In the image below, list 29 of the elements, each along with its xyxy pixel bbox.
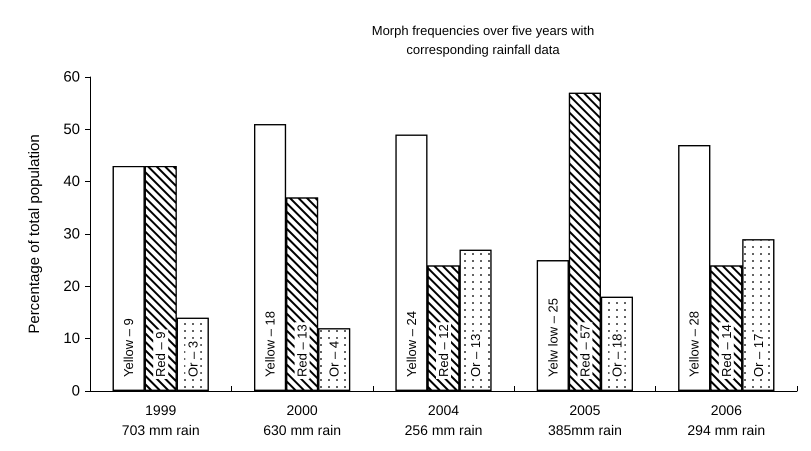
annotation: Red – 12 — [436, 324, 451, 377]
annotation: Or – 17 — [750, 334, 766, 377]
annotation: Or – 3 — [185, 340, 200, 377]
y-tick-label: 50 — [63, 120, 80, 138]
annotation: Red – 13 — [294, 324, 310, 377]
annotation: Red – 9 — [153, 331, 168, 377]
x-tick-label: 2005 385mm rain — [548, 402, 622, 438]
annotation: Or – 4 — [326, 340, 342, 377]
y-axis-title: Percentage of total population — [26, 134, 43, 334]
x-tick-label: 2000 630 mm rain — [263, 402, 342, 438]
y-tick-label: 30 — [63, 226, 80, 242]
annotation: Yellow – 9 — [121, 318, 136, 377]
annotation: Yellow – 24 — [404, 310, 419, 377]
y-tick-label: 20 — [63, 278, 80, 295]
x-tick-label: 1999 703 mm rain — [122, 402, 200, 438]
annotation: Yelw low – 25 — [545, 298, 560, 377]
x-tick-label: 2004 256 mm rain — [404, 402, 482, 438]
annotation: Red – 57 — [577, 324, 592, 377]
chart-title: Morph frequencies over five years with corresponding rainfall data — [372, 23, 594, 57]
annotation: Or – 18 — [609, 334, 624, 377]
y-tick-label: 10 — [63, 330, 80, 348]
annotation: Yellow – 18 — [262, 310, 278, 377]
annotation: Or – 13 — [468, 334, 484, 377]
y-tick-label: 60 — [63, 68, 80, 86]
y-tick-label: 0 — [72, 382, 80, 400]
annotation: Yellow – 28 — [686, 310, 702, 377]
annotation: Red – 14 — [718, 324, 734, 377]
x-tick-label: 2006 294 mm rain — [687, 402, 766, 438]
y-tick-label: 40 — [63, 173, 80, 190]
